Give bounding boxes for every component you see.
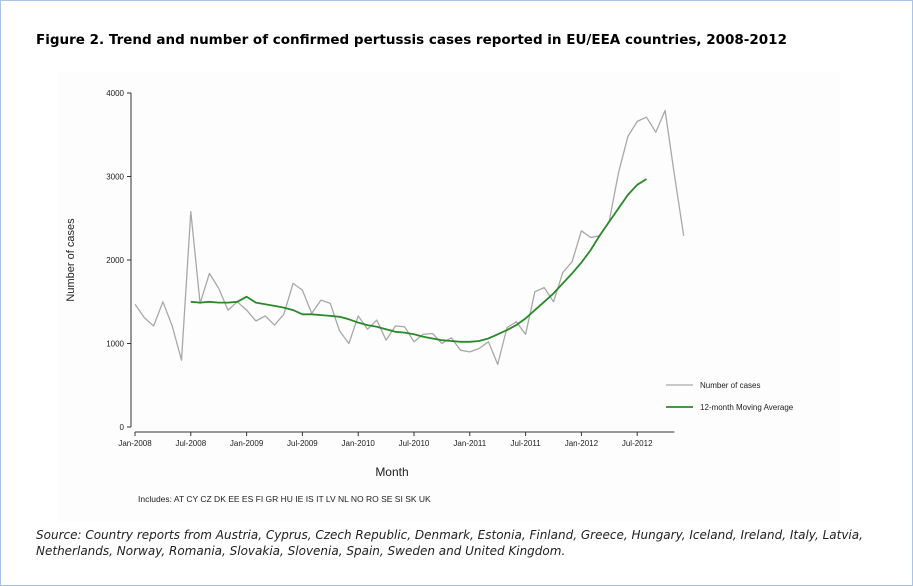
y-axis-label: Number of cases bbox=[65, 218, 77, 302]
x-tick-label: Jul-2011 bbox=[511, 439, 542, 448]
includes-note: Includes: AT CY CZ DK EE ES FI GR HU IE … bbox=[138, 494, 431, 504]
x-axis-label: Month bbox=[375, 465, 408, 479]
chart-axes: 0 1000 2000 3000 4000 Jan-2008 Jul-2008 Jan-200… bbox=[106, 89, 675, 448]
x-tick-label: Jul-2010 bbox=[399, 439, 430, 448]
chart-series bbox=[134, 109, 685, 366]
x-tick-label: Jul-2009 bbox=[287, 439, 318, 448]
y-tick-label: 3000 bbox=[106, 173, 124, 182]
x-tick-label: Jan-2008 bbox=[118, 439, 152, 448]
x-tick-label: Jan-2012 bbox=[565, 439, 599, 448]
series-line-cases bbox=[134, 109, 685, 366]
chart-legend: Number of cases 12-month Moving Average bbox=[666, 381, 794, 412]
series-line-moving-average bbox=[190, 178, 647, 343]
y-tick-label: 1000 bbox=[106, 340, 124, 349]
x-tick-label: Jan-2011 bbox=[453, 439, 486, 448]
figure-title: Figure 2. Trend and number of confirmed … bbox=[36, 32, 787, 48]
x-tick-label: Jul-2012 bbox=[622, 439, 653, 448]
legend-label: 12-month Moving Average bbox=[700, 403, 794, 412]
legend-label: Number of cases bbox=[700, 381, 760, 390]
y-tick-label: 2000 bbox=[106, 256, 124, 265]
plot-area bbox=[58, 72, 840, 522]
x-tick-label: Jan-2010 bbox=[342, 439, 376, 448]
x-tick-label: Jan-2009 bbox=[230, 439, 264, 448]
source-note: Source: Country reports from Austria, Cy… bbox=[36, 528, 863, 558]
x-tick-label: Jul-2008 bbox=[175, 439, 206, 448]
y-tick-label: 0 bbox=[120, 423, 125, 432]
y-tick-label: 4000 bbox=[106, 89, 124, 98]
